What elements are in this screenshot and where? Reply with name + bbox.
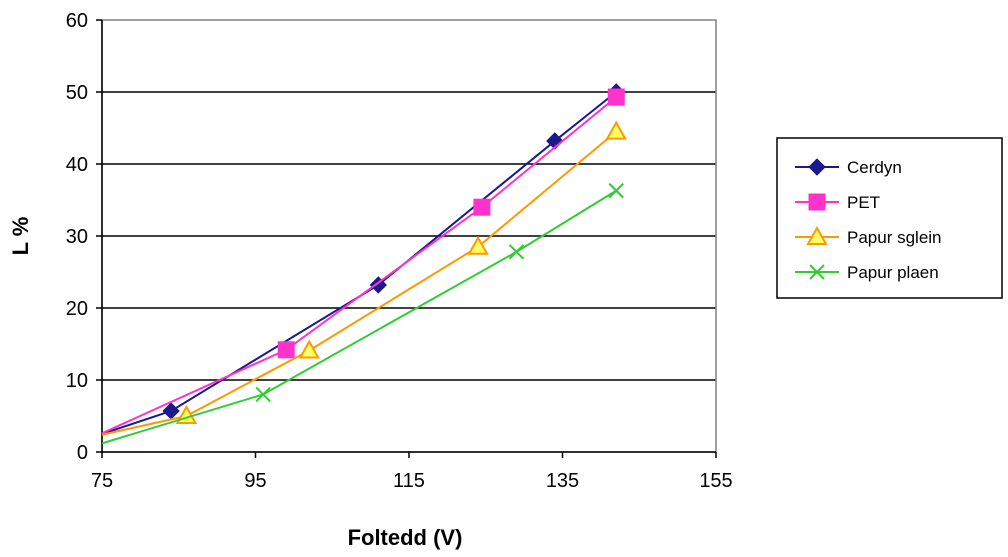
legend-marker-papur-plaen [809, 264, 825, 280]
x-tick-label: 95 [244, 470, 266, 492]
series-line-pet [101, 96, 617, 435]
x-tick-label: 155 [699, 470, 732, 492]
gridlines [102, 91, 716, 381]
series-line-papur-plaen [101, 189, 617, 445]
y-tick-label: 50 [66, 82, 88, 104]
data-point-pet [607, 88, 625, 106]
y-tick-label: 40 [66, 154, 88, 176]
data-point-papur-sglein [298, 339, 320, 359]
data-point-papur-sglein [467, 235, 489, 255]
y-tick-label: 10 [66, 370, 88, 392]
y-tick-label: 0 [77, 442, 88, 464]
legend-label-pet: PET [847, 193, 880, 212]
x-axis-title: Foltedd (V) [348, 525, 463, 550]
y-tick-label: 60 [66, 10, 88, 32]
data-point-papur-plaen [255, 386, 271, 403]
data-point-pet [277, 341, 295, 359]
y-tick-label: 20 [66, 298, 88, 320]
data-point-pet [473, 198, 491, 216]
y-axis-title: L % [8, 217, 33, 256]
legend-marker-papur-sglein [806, 225, 828, 245]
series-line-cerdyn [101, 91, 617, 435]
y-tick-label: 30 [66, 226, 88, 248]
axis-tick-labels: 0 10 20 30 40 50 60 75 95 115 135 155 [66, 10, 733, 492]
x-tick-label: 115 [393, 470, 425, 492]
x-tick-label: 135 [546, 470, 579, 492]
data-point-papur-plaen [508, 244, 525, 260]
series-line-papur-sglein [101, 130, 617, 436]
x-tick-label: 75 [91, 470, 113, 492]
data-point-papur-sglein [605, 120, 627, 140]
legend-marker-pet [808, 193, 826, 211]
legend-label-cerdyn: Cerdyn [847, 158, 902, 177]
legend-label-papur-sglein: Papur sglein [847, 228, 942, 247]
legend-label-papur-plaen: Papur plaen [847, 263, 939, 282]
legend-marker-cerdyn [808, 158, 826, 176]
series-layer [101, 83, 627, 445]
data-point-papur-plaen [608, 182, 624, 199]
legend: Cerdyn PET Papur sglein Papur plaen [776, 137, 1003, 299]
